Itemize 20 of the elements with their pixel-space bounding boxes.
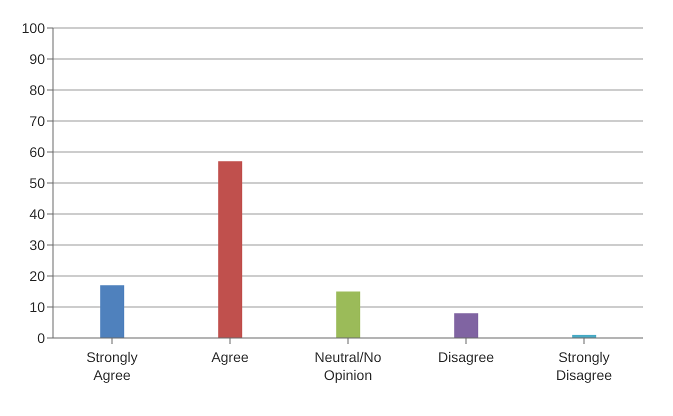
bar [100,285,124,338]
y-tick-label: 90 [29,50,46,67]
bar [218,161,242,338]
y-tick-label: 70 [29,112,46,129]
y-tick-label: 100 [22,20,46,36]
y-tick-label: 50 [29,174,46,191]
y-tick-label: 80 [29,82,46,98]
bar [454,313,478,338]
x-tick-label: Disagree [438,349,494,365]
x-tick-label: Strongly Agree [86,349,138,383]
y-tick-label: 20 [29,268,46,284]
y-tick-label: 30 [29,236,46,253]
y-tick-label: 10 [29,298,46,315]
bar [336,292,360,338]
y-tick-label: 60 [29,144,46,160]
x-tick-label: Agree [211,349,249,365]
x-tick-label: Neutral/No Opinion [314,349,382,383]
y-tick-label: 0 [37,330,46,346]
y-tick-label: 40 [29,206,46,222]
x-tick-label: Strongly Disagree [556,349,612,383]
